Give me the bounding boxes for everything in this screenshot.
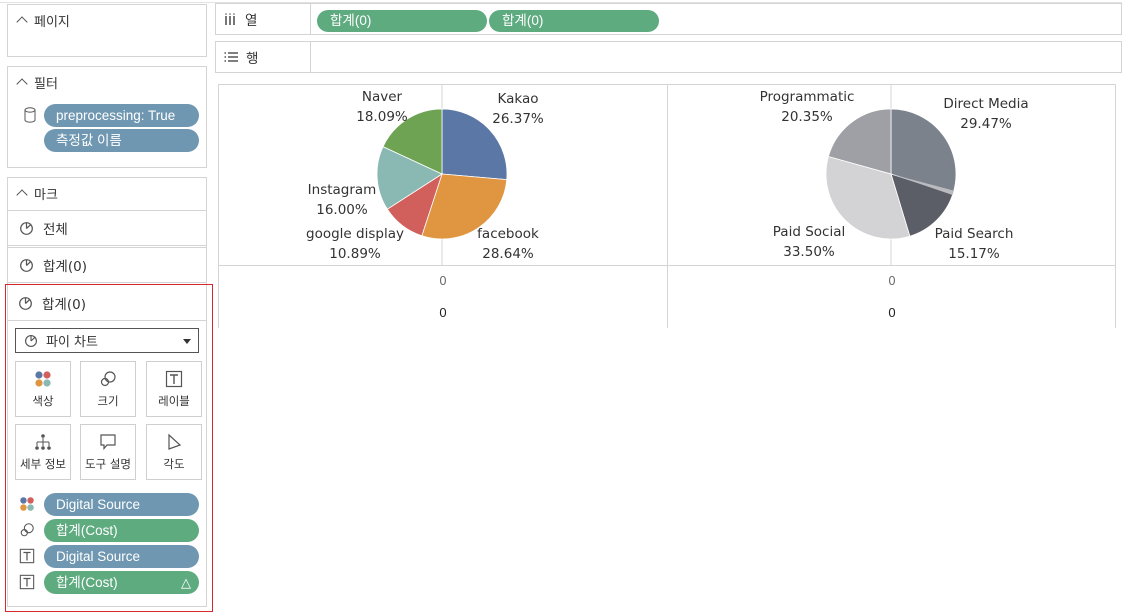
mark-type-value: 파이 차트 bbox=[46, 335, 98, 350]
tooltip-button[interactable]: 도구 설명 bbox=[80, 424, 136, 480]
database-icon bbox=[24, 107, 36, 123]
marks-row-all[interactable]: 전체 bbox=[7, 210, 207, 246]
marks-header[interactable]: 마크 bbox=[8, 178, 206, 208]
size-icon bbox=[20, 523, 34, 537]
pages-title: 페이지 bbox=[34, 14, 70, 30]
pie2-label-paid-social: Paid Social 33.50% bbox=[772, 224, 846, 260]
field-pill-label: Digital Source bbox=[56, 497, 141, 512]
hierarchy-icon bbox=[35, 433, 51, 450]
label-button[interactable]: 레이블 bbox=[146, 361, 202, 417]
pie1-slice-instagram[interactable] bbox=[376, 146, 443, 210]
marks-divider bbox=[8, 320, 206, 321]
pie1-slice-kakao[interactable] bbox=[441, 108, 508, 181]
mark-type-select[interactable]: 파이 차트 bbox=[15, 328, 199, 353]
pane1-axis-label: 0 bbox=[439, 274, 447, 288]
field-pill-color[interactable]: Digital Source bbox=[44, 493, 199, 516]
color-button[interactable]: 색상 bbox=[15, 361, 71, 417]
chevron-down-icon[interactable] bbox=[183, 339, 191, 344]
pie1-label-kakao: Kakao 26.37% bbox=[492, 91, 544, 127]
columns-shelf-title: 열 bbox=[245, 13, 258, 29]
pane2-total-label: 0 bbox=[888, 305, 896, 320]
color-icon bbox=[20, 497, 34, 511]
color-button-label: 색상 bbox=[32, 393, 54, 408]
pie2-slice-programmatic[interactable] bbox=[827, 108, 892, 175]
field-pill-label: 합계(Cost) bbox=[56, 575, 118, 590]
field-pill-size[interactable]: 합계(Cost) bbox=[44, 519, 199, 542]
size-icon bbox=[100, 370, 116, 386]
filters-title: 필터 bbox=[34, 76, 58, 92]
columns-pill-label: 합계(0) bbox=[502, 13, 544, 28]
pie-chart-icon bbox=[20, 221, 33, 235]
filter-pill-label: 측정값 이름 bbox=[56, 133, 122, 148]
columns-icon bbox=[225, 13, 235, 25]
columns-pill-label: 합계(0) bbox=[330, 13, 372, 28]
pie1-label-facebook: facebook 28.64% bbox=[477, 226, 539, 262]
pane1-total-label: 0 bbox=[439, 305, 447, 320]
angle-icon bbox=[168, 433, 182, 450]
marks-row-sum-1[interactable]: 합계(0) bbox=[7, 247, 207, 283]
columns-shelf-label: 열 bbox=[216, 4, 311, 34]
pie-chart-icon bbox=[20, 258, 33, 272]
detail-button-label: 세부 정보 bbox=[20, 456, 66, 471]
rows-icon bbox=[224, 52, 238, 62]
toolbar-strip bbox=[0, 0, 1122, 3]
pie2-label-direct-media: Direct Media 29.47% bbox=[943, 96, 1029, 132]
field-pill-label-source[interactable]: Digital Source bbox=[44, 545, 199, 568]
field-pill-label: Digital Source bbox=[56, 549, 141, 564]
filters-header[interactable]: 필터 bbox=[8, 67, 206, 97]
marks-row-label: 전체 bbox=[43, 222, 68, 238]
rows-shelf[interactable]: 행 bbox=[215, 41, 1122, 73]
label-icon bbox=[165, 370, 183, 387]
label-icon bbox=[19, 548, 35, 564]
selection-highlight bbox=[5, 284, 213, 612]
marks-row-label: 합계(0) bbox=[43, 259, 87, 275]
field-pill-label: 합계(Cost) bbox=[56, 523, 118, 538]
pie1-label-instagram: Instagram 16.00% bbox=[307, 182, 377, 218]
filter-pill-preprocessing[interactable]: preprocessing: True bbox=[44, 104, 199, 127]
marks-row-sum-2[interactable]: 합계(0) bbox=[7, 285, 207, 321]
pane2-axis-label: 0 bbox=[888, 274, 896, 288]
columns-shelf[interactable]: 열 합계(0) 합계(0) bbox=[215, 3, 1122, 35]
pie-chart-icon bbox=[19, 296, 32, 310]
pie1-slice-naver[interactable] bbox=[382, 108, 443, 175]
pane-divider bbox=[667, 84, 668, 328]
table-calc-delta-icon: △ bbox=[181, 575, 191, 590]
color-icon bbox=[35, 370, 51, 387]
axis-divider bbox=[218, 265, 1116, 266]
filter-pill-label: preprocessing: True bbox=[56, 108, 176, 123]
pages-card: 페이지 bbox=[7, 4, 207, 57]
detail-button[interactable]: 세부 정보 bbox=[15, 424, 71, 480]
size-button-label: 크기 bbox=[97, 393, 119, 408]
pie2-slice-direct-media[interactable] bbox=[890, 108, 957, 195]
size-button[interactable]: 크기 bbox=[80, 361, 136, 417]
speech-bubble-icon bbox=[100, 433, 116, 450]
angle-button[interactable]: 각도 bbox=[146, 424, 202, 480]
pie-chart-icon bbox=[25, 334, 37, 347]
marks-title: 마크 bbox=[34, 187, 58, 203]
pie2-label-programmatic: Programmatic 20.35% bbox=[759, 89, 855, 125]
pie2-label-paid-search: Paid Search 15.17% bbox=[934, 226, 1014, 262]
pie1-label-naver: Naver 18.09% bbox=[356, 89, 408, 125]
label-button-label: 레이블 bbox=[158, 393, 190, 408]
pages-header[interactable]: 페이지 bbox=[8, 5, 206, 35]
angle-button-label: 각도 bbox=[163, 456, 185, 471]
pie1-slice-facebook[interactable] bbox=[421, 173, 508, 240]
rows-shelf-title: 행 bbox=[246, 51, 259, 67]
field-pill-label-cost[interactable]: 합계(Cost) △ bbox=[44, 571, 199, 594]
pie2-slice-paid-social[interactable] bbox=[825, 156, 911, 240]
marks-row-label: 합계(0) bbox=[42, 297, 86, 313]
tooltip-button-label: 도구 설명 bbox=[85, 456, 131, 471]
columns-pill-1[interactable]: 합계(0) bbox=[317, 10, 487, 32]
columns-pill-2[interactable]: 합계(0) bbox=[489, 10, 659, 32]
pie2-slice-minor[interactable] bbox=[891, 174, 954, 196]
label-icon bbox=[19, 574, 35, 590]
filter-pill-measure-names[interactable]: 측정값 이름 bbox=[44, 129, 199, 152]
rows-shelf-label: 행 bbox=[216, 42, 311, 72]
pie1-label-google-display: google display 10.89% bbox=[306, 226, 404, 262]
